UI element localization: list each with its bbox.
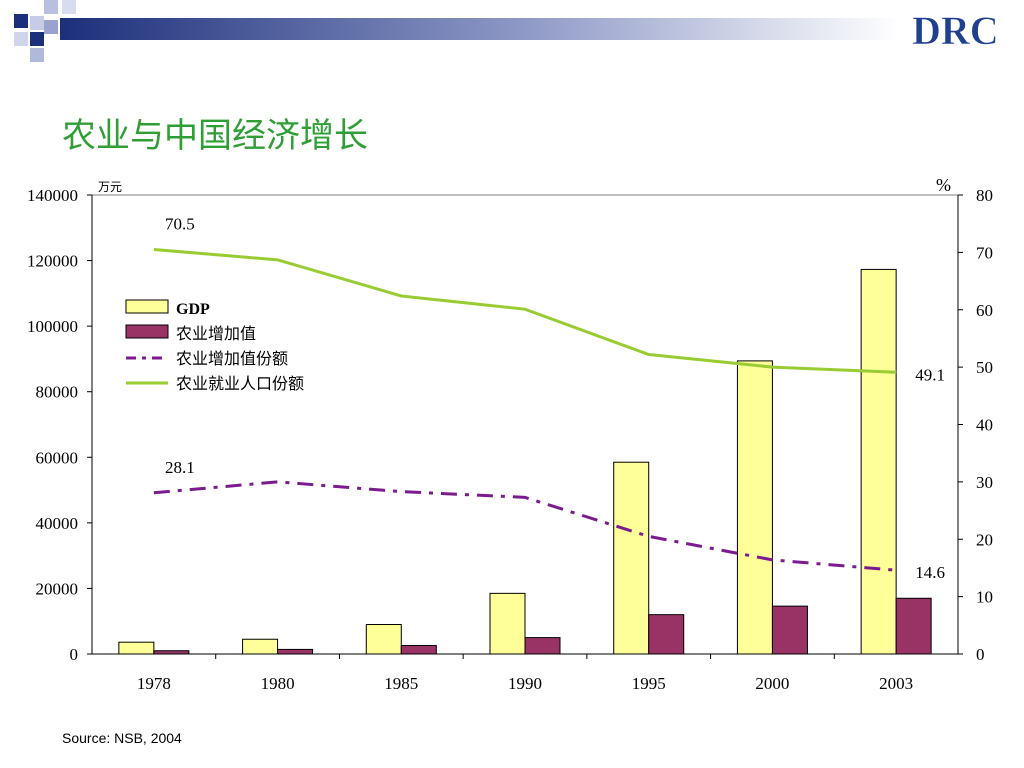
- x-tick-label: 1990: [508, 674, 542, 693]
- source-note: Source: NSB, 2004: [62, 730, 182, 746]
- y-left-tick-label: 40000: [36, 514, 79, 533]
- gdp-bar: [489, 592, 526, 655]
- gdp-bar: [242, 638, 279, 655]
- gdp-bar: [860, 268, 897, 655]
- y-right-tick-label: 60: [976, 301, 993, 320]
- agri-share-line: [153, 480, 897, 572]
- agri-value-added-bar: [895, 597, 932, 655]
- employment-share-line: [153, 248, 897, 374]
- y-right-tick-label: 70: [976, 243, 993, 262]
- x-tick-label: 2003: [879, 674, 913, 693]
- agri-value-added-bar: [400, 644, 437, 655]
- header-gradient-bar: [60, 18, 900, 40]
- x-tick-label: 1978: [137, 674, 171, 693]
- y-left-tick-label: 140000: [27, 186, 78, 205]
- agri-value-added-bar: [771, 605, 808, 655]
- slide-header: DRC: [14, 0, 999, 62]
- gdp-bar: [118, 641, 155, 655]
- y-left-tick-label: 60000: [36, 448, 79, 467]
- agri-value-added-bar: [524, 637, 561, 655]
- y-right-tick-label: 20: [976, 530, 993, 549]
- legend-label: 农业就业人口份额: [176, 374, 304, 393]
- y-left-tick-label: 80000: [36, 383, 79, 402]
- y-right-unit-label: %: [936, 175, 951, 195]
- legend-label: GDP: [176, 301, 210, 318]
- agri-value-added-bar: [277, 648, 314, 655]
- y-left-tick-label: 20000: [36, 579, 79, 598]
- y-right-tick-label: 80: [976, 186, 993, 205]
- data-label: 28.1: [165, 458, 195, 477]
- x-tick-label: 1980: [261, 674, 295, 693]
- x-tick-label: 2000: [755, 674, 789, 693]
- drc-logo: DRC: [912, 8, 999, 53]
- slide-title: 农业与中国经济增长: [62, 116, 368, 156]
- y-left-tick-label: 120000: [27, 252, 78, 271]
- legend-gdp-swatch: [125, 299, 169, 314]
- y-left-unit-label: 万元: [98, 180, 122, 194]
- y-right-tick-label: 40: [976, 416, 993, 435]
- x-tick-label: 1985: [384, 674, 418, 693]
- legend-label: 农业增加值份额: [176, 349, 288, 368]
- y-right-tick-label: 10: [976, 588, 993, 607]
- y-right-tick-label: 30: [976, 473, 993, 492]
- data-label: 70.5: [165, 215, 195, 234]
- data-label: 49.1: [915, 365, 945, 384]
- y-left-tick-label: 0: [70, 645, 79, 664]
- y-right-tick-label: 0: [976, 645, 985, 664]
- data-label: 14.6: [915, 563, 945, 582]
- y-right-tick-label: 50: [976, 358, 993, 377]
- header-squares-decoration: [14, 0, 76, 62]
- gdp-bar: [736, 360, 773, 655]
- gdp-bar: [613, 461, 650, 655]
- agri-value-added-bar: [648, 614, 685, 655]
- gdp-bar: [365, 623, 402, 655]
- legend-label: 农业增加值: [176, 324, 256, 343]
- y-left-tick-label: 100000: [27, 317, 78, 336]
- legend-agri-swatch: [125, 324, 169, 339]
- x-tick-label: 1995: [632, 674, 666, 693]
